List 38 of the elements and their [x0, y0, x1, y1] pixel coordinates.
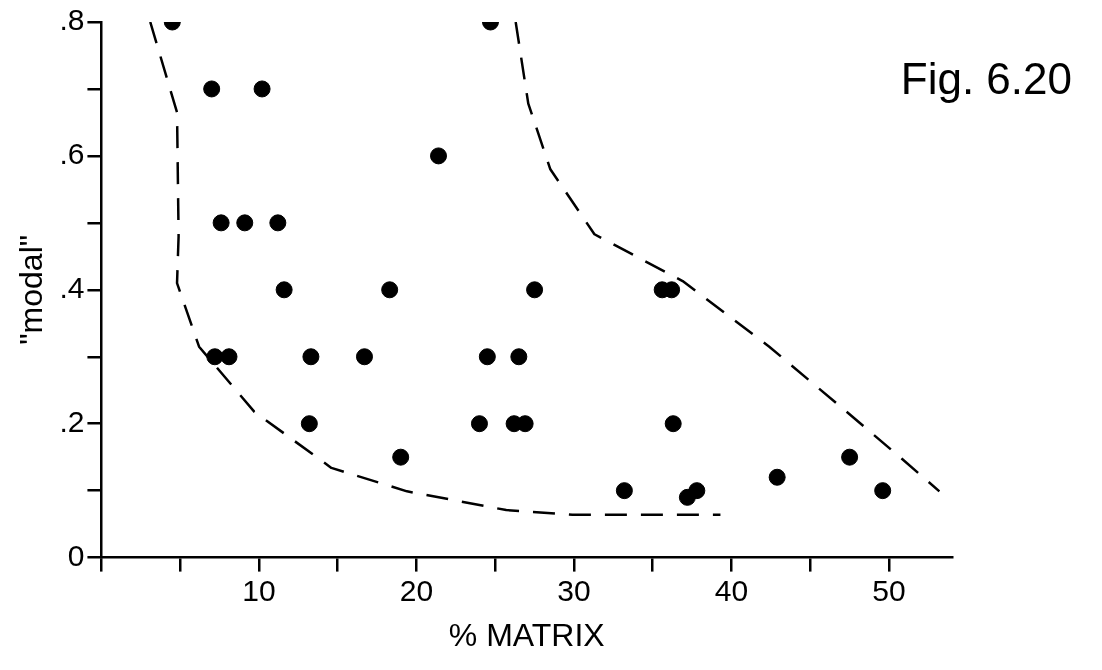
point [526, 281, 544, 299]
point [510, 348, 528, 366]
point [355, 348, 373, 366]
line-series [149, 22, 722, 516]
x-tick-label: 20 [399, 573, 434, 607]
point [269, 214, 287, 232]
y-tick-label: .4 [59, 271, 85, 305]
y-tick-label: .6 [59, 137, 85, 171]
point [236, 214, 254, 232]
point [768, 468, 786, 486]
y-axis-title: "modal" [13, 234, 50, 345]
point [300, 415, 318, 433]
x-tick-label: 10 [242, 573, 276, 607]
y-tick-label: .8 [59, 3, 85, 37]
point [615, 482, 633, 500]
point [212, 214, 230, 232]
x-axis-title: % MATRIX [448, 616, 605, 653]
point [841, 448, 859, 466]
point [874, 482, 892, 500]
y-tick-label: 0 [67, 538, 85, 572]
point [470, 415, 488, 433]
x-tick-label: 40 [714, 573, 749, 607]
annotation: Fig. 6.20 [900, 54, 1072, 104]
x-tick-label: 30 [557, 573, 591, 607]
point [392, 448, 410, 466]
point [206, 348, 224, 366]
point [381, 281, 399, 299]
point [253, 80, 271, 98]
point [430, 147, 447, 165]
point [220, 348, 238, 366]
point [302, 348, 320, 366]
point [203, 80, 221, 98]
point [478, 348, 496, 366]
x-tick-label: 50 [872, 573, 906, 607]
point [275, 281, 293, 299]
point [678, 488, 696, 506]
point [664, 415, 682, 433]
y-tick-label: .2 [59, 404, 85, 438]
